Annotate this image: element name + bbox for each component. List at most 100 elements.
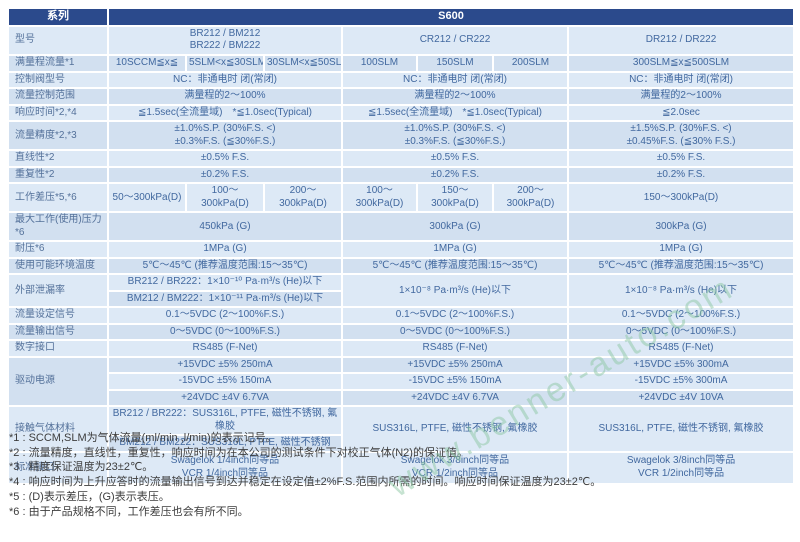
spec-value-full-scale-cr2: 150SLM xyxy=(416,53,494,73)
spec-table: 系列 S600 型号 BR212 / BM212 BR222 / BM222 C… xyxy=(7,7,796,485)
spec-value-fittings-br: Swagelok 1/4inch同等品 VCR 1/4inch同等品 xyxy=(107,450,343,485)
spec-value-power1-br: +15VDC ±5% 250mA xyxy=(107,355,343,375)
spec-value-full-scale-dr: 300SLM≦x≦500SLM xyxy=(566,53,796,73)
spec-label-fittings: 标准接口 xyxy=(7,450,109,485)
spec-value-ambient-temp-cr: 5℃～45℃ (推荐温度范围:15～35℃) xyxy=(341,256,569,276)
spec-value-valve-br: NC：非通电时 闭(常闭) xyxy=(107,70,343,90)
spec-value-diff-pressure-cr2: 150～300kPa(D) xyxy=(416,182,494,214)
spec-label-power: 驱动电源 xyxy=(7,355,109,408)
spec-value-power3-dr: +24VDC ±4V 10VA xyxy=(566,388,796,408)
spec-value-out-signal-cr: 0～5VDC (0～100%F.S.) xyxy=(341,322,569,342)
spec-label-full-scale: 满量程流量*1 xyxy=(7,53,109,73)
spec-value-model-dr: DR212 / DR222 xyxy=(566,24,796,56)
spec-value-max-pressure-dr: 300kPa (G) xyxy=(566,211,796,243)
spec-value-power3-cr: +24VDC ±4V 6.7VA xyxy=(341,388,569,408)
spec-label-max-pressure: 最大工作(使用)压力*6 xyxy=(7,211,109,243)
spec-value-diff-pressure-dr: 150～300kPa(D) xyxy=(566,182,796,214)
row-power-3: +24VDC ±4V 6.7VA +24VDC ±4V 6.7VA +24VDC… xyxy=(8,388,796,408)
spec-value-accuracy-cr: ±1.0%S.P. (30%F.S. <) ±0.3%F.S. (≦30%F.S… xyxy=(341,120,569,152)
row-out-signal: 流量输出信号 0～5VDC (0～100%F.S.) 0～5VDC (0～100… xyxy=(7,322,796,342)
row-full-scale: 满量程流量*1 10SCCM≦x≦ 5SLM<x≦30SLM 30SLM<x≦5… xyxy=(7,53,796,73)
spec-value-out-signal-dr: 0～5VDC (0～100%F.S.) xyxy=(566,322,796,342)
spec-value-full-scale-cr3: 200SLM xyxy=(492,53,569,73)
spec-value-proof-pressure-dr: 1MPa (G) xyxy=(566,240,796,259)
row-leak-rate-1: 外部泄漏率 BR212 / BR222：1×10⁻¹⁰ Pa·m³/s (He)… xyxy=(7,273,796,309)
row-model: 型号 BR212 / BM212 BR222 / BM222 CR212 / C… xyxy=(7,24,796,56)
spec-value-power1-dr: +15VDC ±5% 300mA xyxy=(566,355,796,375)
spec-value-full-scale-br2: 5SLM<x≦30SLM xyxy=(185,53,265,73)
spec-label-out-signal: 流量输出信号 xyxy=(7,322,109,342)
spec-label-model: 型号 xyxy=(7,24,109,56)
spec-value-proof-pressure-br: 1MPa (G) xyxy=(107,240,343,259)
series-header: 系列 xyxy=(7,7,109,27)
spec-value-digital-if-cr: RS485 (F-Net) xyxy=(341,339,569,358)
spec-label-leak-rate: 外部泄漏率 xyxy=(7,273,109,309)
spec-value-full-scale-br1: 10SCCM≦x≦ xyxy=(107,53,187,73)
spec-value-wetted-dr: SUS316L, PTFE, 磁性不锈钢, 氟橡胶 xyxy=(566,405,796,453)
spec-label-proof-pressure: 耐压*6 xyxy=(7,240,109,259)
spec-value-diff-pressure-cr3: 200～300kPa(D) xyxy=(492,182,569,214)
spec-label-wetted: 接触气体材料 xyxy=(7,405,109,453)
spec-value-fittings-cr: Swagelok 3/8inch同等品 VCR 1/2inch同等品 xyxy=(341,450,569,485)
spec-value-power2-cr: -15VDC ±5% 150mA xyxy=(341,372,569,391)
spec-value-accuracy-dr: ±1.5%S.P. (30%F.S. <) ±0.45%F.S. (≦30% F… xyxy=(566,120,796,152)
spec-value-power2-dr: -15VDC ±5% 300mA xyxy=(566,372,796,391)
spec-value-digital-if-dr: RS485 (F-Net) xyxy=(566,339,796,358)
row-set-signal: 流量设定信号 0.1～5VDC (2～100%F.S.) 0.1～5VDC (2… xyxy=(7,306,796,325)
spec-value-model-br: BR212 / BM212 BR222 / BM222 xyxy=(107,24,343,56)
row-diff-pressure: 工作差压*5,*6 50～300kPa(D) 100～300kPa(D) 200… xyxy=(7,182,796,214)
spec-value-diff-pressure-br1: 50～300kPa(D) xyxy=(107,182,187,214)
spec-value-power1-cr: +15VDC ±5% 250mA xyxy=(341,355,569,375)
spec-value-linearity-br: ±0.5% F.S. xyxy=(107,149,343,168)
spec-value-linearity-cr: ±0.5% F.S. xyxy=(341,149,569,168)
spec-value-diff-pressure-br3: 200～300kPa(D) xyxy=(263,182,343,214)
spec-value-proof-pressure-cr: 1MPa (G) xyxy=(341,240,569,259)
row-linearity: 直线性*2 ±0.5% F.S. ±0.5% F.S. ±0.5% F.S. xyxy=(7,149,796,168)
spec-value-leak-rate-br1: BR212 / BR222：1×10⁻¹⁰ Pa·m³/s (He)以下 xyxy=(107,273,343,292)
row-ambient-temp: 使用可能环境温度 5℃～45℃ (推荐温度范围:15～35℃) 5℃～45℃ (… xyxy=(7,256,796,276)
spec-value-ambient-temp-br: 5℃～45℃ (推荐温度范围:15～35℃) xyxy=(107,256,343,276)
spec-value-accuracy-br: ±1.0%S.P. (30%F.S. <) ±0.3%F.S. (≦30%F.S… xyxy=(107,120,343,152)
spec-value-model-cr: CR212 / CR222 xyxy=(341,24,569,56)
spec-value-fittings-dr: Swagelok 3/8inch同等品 VCR 1/2inch同等品 xyxy=(566,450,796,485)
spec-value-set-signal-dr: 0.1～5VDC (2～100%F.S.) xyxy=(566,306,796,325)
spec-value-power2-br: -15VDC ±5% 150mA xyxy=(107,372,343,391)
spec-value-full-scale-cr1: 100SLM xyxy=(341,53,418,73)
spec-label-set-signal: 流量设定信号 xyxy=(7,306,109,325)
spec-value-ambient-temp-dr: 5℃～45℃ (推荐温度范围:15～35℃) xyxy=(566,256,796,276)
spec-value-full-scale-br3: 30SLM<x≦50SLM xyxy=(263,53,343,73)
spec-value-repeatability-br: ±0.2% F.S. xyxy=(107,165,343,185)
spec-value-repeatability-cr: ±0.2% F.S. xyxy=(341,165,569,185)
footnote-6: *6 : 由于产品规格不同，工作差压也会有所不同。 xyxy=(9,505,249,518)
spec-value-leak-rate-cr: 1×10⁻⁸ Pa·m³/s (He)以下 xyxy=(341,273,569,309)
spec-label-ambient-temp: 使用可能环境温度 xyxy=(7,256,109,276)
spec-value-valve-dr: NC：非通电时 闭(常闭) xyxy=(566,70,796,90)
row-response: 响应时间*2,*4 ≦1.5sec(全流量域) *≦1.0sec(Typical… xyxy=(7,103,796,123)
spec-value-response-cr: ≦1.5sec(全流量域) *≦1.0sec(Typical) xyxy=(341,103,569,123)
row-repeatability: 重复性*2 ±0.2% F.S. ±0.2% F.S. ±0.2% F.S. xyxy=(7,165,796,185)
spec-label-digital-if: 数字接口 xyxy=(7,339,109,358)
footnote-1: *1 : SCCM,SLM为气体流量(ml/min ,l/min)的表示记号。 xyxy=(9,432,277,444)
row-power-1: 驱动电源 +15VDC ±5% 250mA +15VDC ±5% 250mA +… xyxy=(7,355,796,408)
spec-value-diff-pressure-br2: 100～300kPa(D) xyxy=(185,182,265,214)
spec-value-control-range-br: 满量程的2～100% xyxy=(107,87,343,106)
spec-value-out-signal-br: 0～5VDC (0～100%F.S.) xyxy=(107,322,343,342)
spec-value-max-pressure-cr: 300kPa (G) xyxy=(341,211,569,243)
spec-value-leak-rate-dr: 1×10⁻⁸ Pa·m³/s (He)以下 xyxy=(566,273,796,309)
spec-value-control-range-dr: 满量程的2～100% xyxy=(566,87,796,106)
spec-label-response: 响应时间*2,*4 xyxy=(7,103,109,123)
row-max-pressure: 最大工作(使用)压力*6 450kPa (G) 300kPa (G) 300kP… xyxy=(7,211,796,243)
row-fittings: 标准接口 Swagelok 1/4inch同等品 VCR 1/4inch同等品 … xyxy=(7,450,796,485)
spec-value-digital-if-br: RS485 (F-Net) xyxy=(107,339,343,358)
header-row: 系列 S600 xyxy=(7,7,796,27)
row-control-range: 流量控制范围 满量程的2～100% 满量程的2～100% 满量程的2～100% xyxy=(7,87,796,106)
row-digital-if: 数字接口 RS485 (F-Net) RS485 (F-Net) RS485 (… xyxy=(7,339,796,358)
spec-value-wetted-cr: SUS316L, PTFE, 磁性不锈钢, 氟橡胶 xyxy=(341,405,569,453)
spec-label-diff-pressure: 工作差压*5,*6 xyxy=(7,182,109,214)
spec-value-linearity-dr: ±0.5% F.S. xyxy=(566,149,796,168)
spec-value-diff-pressure-cr1: 100～300kPa(D) xyxy=(341,182,418,214)
spec-value-max-pressure-br: 450kPa (G) xyxy=(107,211,343,243)
spec-value-repeatability-dr: ±0.2% F.S. xyxy=(566,165,796,185)
series-value-header: S600 xyxy=(106,7,796,27)
footnote-4: *4 : 响应时间为上升应答时的流量输出信号到达并稳定在设定值±2%F.S.范围… xyxy=(9,476,602,489)
